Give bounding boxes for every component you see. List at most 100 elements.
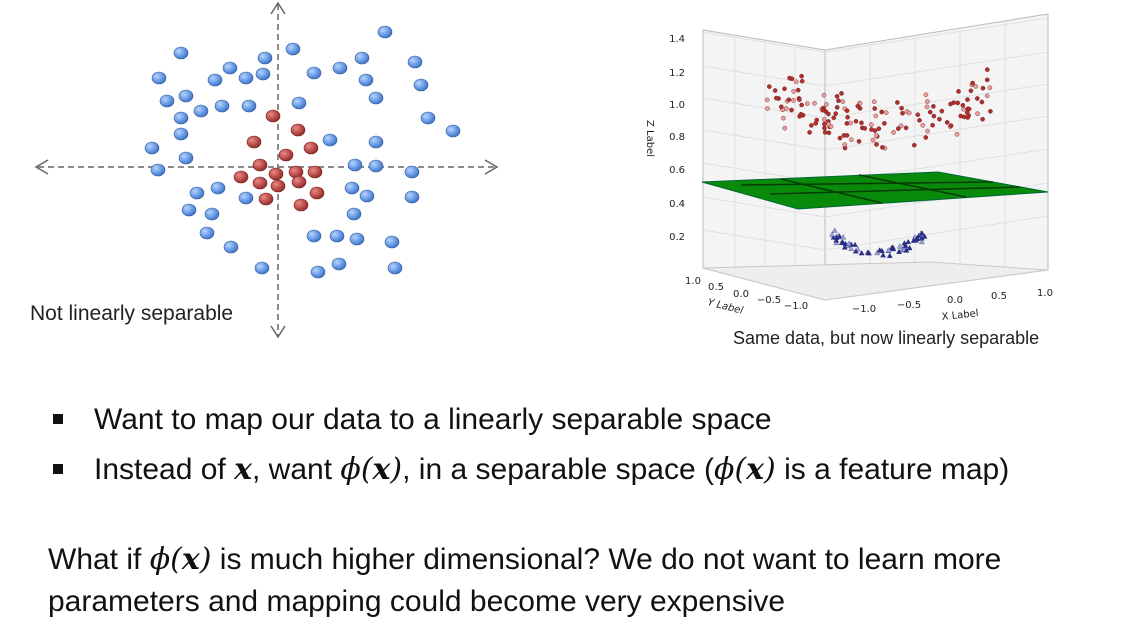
upper-point (766, 84, 772, 89)
lower-point (901, 240, 908, 246)
upper-point (772, 88, 778, 93)
upper-point (826, 130, 832, 136)
upper-point (979, 99, 985, 105)
bullet-item: Instead of x, want ϕ(x), in a separable … (48, 445, 1009, 495)
lower-point (910, 237, 917, 243)
inner-point (303, 141, 319, 155)
gridline (824, 215, 1049, 251)
upper-point (834, 105, 840, 110)
math-segment: ) (764, 452, 776, 487)
outer-point (291, 96, 307, 110)
y-axis-arrowhead-bottom (270, 325, 286, 339)
inner-point (268, 167, 284, 181)
left-caption: Not linearly separable (30, 302, 234, 325)
upper-point (965, 97, 970, 102)
math-segment: x (746, 452, 765, 487)
gridline (702, 129, 826, 151)
upper-point (954, 131, 960, 137)
inner-point (293, 198, 309, 212)
outer-point (255, 67, 271, 81)
upper-point (812, 101, 817, 106)
right-caption: Same data, but now linearly separable (733, 328, 1040, 348)
upper-point (872, 106, 877, 111)
text-segment: What if (48, 543, 150, 576)
upper-point (836, 98, 841, 103)
lower-point (906, 244, 913, 251)
outer-point (210, 181, 226, 195)
upper-point (974, 96, 980, 101)
outer-point (306, 66, 322, 80)
outer-point (368, 159, 384, 173)
z-tick-label: 0.4 (669, 199, 685, 210)
upper-point (876, 126, 882, 131)
outer-point (346, 207, 362, 221)
gridline (824, 83, 1049, 119)
upper-point (804, 101, 810, 106)
outer-point (254, 261, 270, 275)
lower-point (840, 234, 847, 240)
upper-point (898, 123, 904, 129)
lower-point (886, 252, 893, 258)
upper-point (834, 94, 840, 99)
bullet-text: Instead of x, want ϕ(x), in a separable … (94, 452, 1009, 487)
lower-point (845, 240, 852, 246)
lower-point (833, 234, 840, 240)
outer-point (238, 191, 254, 205)
upper-point (880, 145, 885, 150)
upper-point (948, 101, 953, 107)
upper-point (937, 116, 942, 122)
outer-point (285, 42, 301, 56)
inner-point (265, 109, 281, 123)
upper-point (987, 85, 993, 90)
upper-point (822, 125, 827, 131)
outer-point (159, 94, 175, 108)
gridline (702, 196, 826, 218)
upper-point (840, 99, 846, 104)
upper-point (906, 110, 912, 116)
z-tick-labels: 1.4 1.2 1.0 0.8 0.6 0.4 0.2 (669, 34, 685, 243)
inner-point (309, 186, 325, 200)
upper-point (799, 73, 804, 79)
lower-point (876, 247, 883, 253)
lower-point (896, 248, 902, 254)
lower-point (902, 242, 909, 248)
bullet-list: Want to map our data to a linearly separ… (48, 395, 1009, 495)
upper-point (882, 121, 887, 126)
upper-point (845, 115, 850, 120)
lower-point (833, 237, 840, 243)
upper-point (791, 89, 796, 94)
upper-point (837, 135, 843, 141)
upper-point (833, 111, 838, 116)
outer-point (404, 190, 420, 204)
upper-point (873, 113, 878, 119)
upper-point (873, 133, 879, 138)
outer-point (358, 73, 374, 87)
x-axis-arrowhead-left (34, 159, 49, 175)
upper-point (899, 105, 904, 111)
upper-point (822, 130, 828, 135)
x-tick-label: 0.0 (947, 295, 963, 306)
outer-point (359, 189, 375, 203)
text-segment: Want to map our data to a linearly separ… (94, 403, 772, 436)
x-tick-label: 1.0 (1037, 288, 1053, 299)
outer-point (387, 261, 403, 275)
upper-point (984, 67, 990, 72)
upper-point (960, 103, 966, 108)
outer-point (173, 46, 189, 60)
outer-point (223, 240, 239, 254)
upper-point (930, 122, 935, 128)
outer-point (377, 25, 393, 39)
upper-point (900, 111, 905, 116)
outer-point (238, 71, 254, 85)
y-tick-label: −1.0 (784, 301, 808, 312)
upper-point (799, 102, 804, 108)
upper-point (849, 137, 854, 142)
outer-point (178, 151, 194, 165)
outer-point (368, 91, 384, 105)
upper-point (782, 86, 787, 92)
inner-point (252, 158, 268, 172)
upper-point (868, 122, 874, 127)
outer-point (329, 229, 345, 243)
upper-point (917, 118, 922, 123)
outer-point (204, 207, 220, 221)
